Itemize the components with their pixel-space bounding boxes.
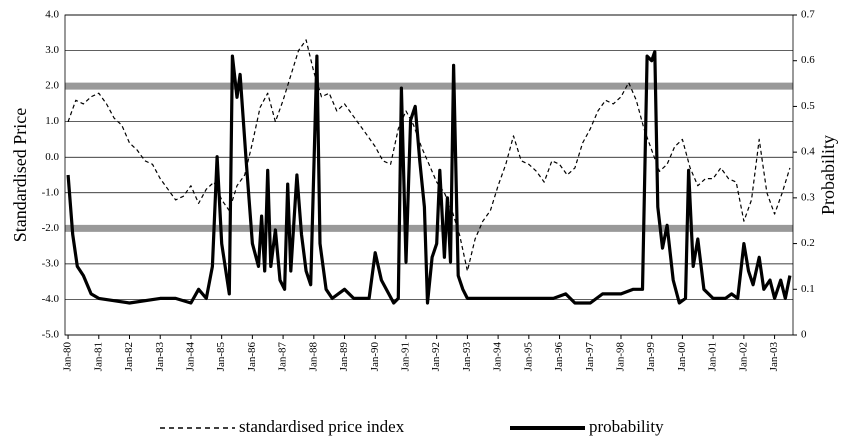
plot-frame — [64, 14, 794, 336]
y2-tick-label: 0 — [801, 329, 807, 341]
y-tick-label: -1.0 — [42, 186, 60, 198]
y2-tick-label: 0.7 — [801, 9, 815, 21]
y-tick-label: 1.0 — [45, 115, 59, 127]
y2-tick-label: 0.3 — [801, 191, 815, 203]
x-tick-label: Jan-93 — [461, 342, 473, 372]
x-tick-label: Jan-01 — [707, 342, 719, 371]
y2-axis-label: Probability — [818, 135, 838, 215]
x-tick-label: Jan-95 — [522, 342, 534, 372]
y-tick-label: 0.0 — [45, 151, 59, 163]
x-tick-label: Jan-85 — [215, 342, 227, 372]
y2-tick-label: 0.4 — [801, 146, 815, 158]
x-tick-label: Jan-90 — [369, 342, 381, 372]
y-tick-label: 2.0 — [45, 80, 59, 92]
x-tick-label: Jan-94 — [492, 342, 504, 372]
y2-tick-label: 0.5 — [801, 100, 815, 112]
x-tick-label: Jan-86 — [246, 342, 258, 372]
x-tick-label: Jan-02 — [737, 342, 749, 371]
x-tick-label: Jan-98 — [615, 342, 627, 372]
x-tick-label: Jan-82 — [123, 342, 135, 371]
y-tick-label: 3.0 — [45, 44, 59, 56]
x-tick-label: Jan-00 — [676, 342, 688, 372]
x-tick-label: Jan-97 — [584, 342, 596, 372]
y-axis-label: Standardised Price — [10, 108, 30, 242]
y-tick-label: -3.0 — [42, 257, 60, 269]
series-line — [66, 50, 792, 305]
x-tick-label: Jan-92 — [430, 342, 442, 371]
x-tick-label: Jan-99 — [645, 342, 657, 372]
y2-tick-label: 0.1 — [801, 283, 815, 295]
x-tick-label: Jan-89 — [338, 342, 350, 372]
x-tick-label: Jan-83 — [154, 342, 166, 372]
legend-label: probability — [589, 417, 664, 436]
x-tick-label: Jan-91 — [399, 342, 411, 371]
y-tick-label: 4.0 — [45, 9, 59, 21]
x-tick-label: Jan-84 — [184, 342, 196, 372]
x-tick-label: Jan-87 — [277, 342, 289, 372]
y-tick-label: -5.0 — [42, 329, 60, 341]
x-tick-label: Jan-80 — [62, 342, 74, 372]
x-tick-label: Jan-81 — [92, 342, 104, 371]
y2-tick-label: 0.2 — [801, 237, 815, 249]
y-tick-label: -4.0 — [42, 293, 60, 305]
x-tick-label: Jan-88 — [307, 342, 319, 372]
x-tick-label: Jan-96 — [553, 342, 565, 372]
series-line — [67, 39, 791, 272]
legend-label: standardised price index — [239, 417, 405, 436]
y2-tick-label: 0.6 — [801, 54, 815, 66]
x-tick-label: Jan-03 — [768, 342, 780, 372]
y-tick-label: -2.0 — [42, 222, 60, 234]
